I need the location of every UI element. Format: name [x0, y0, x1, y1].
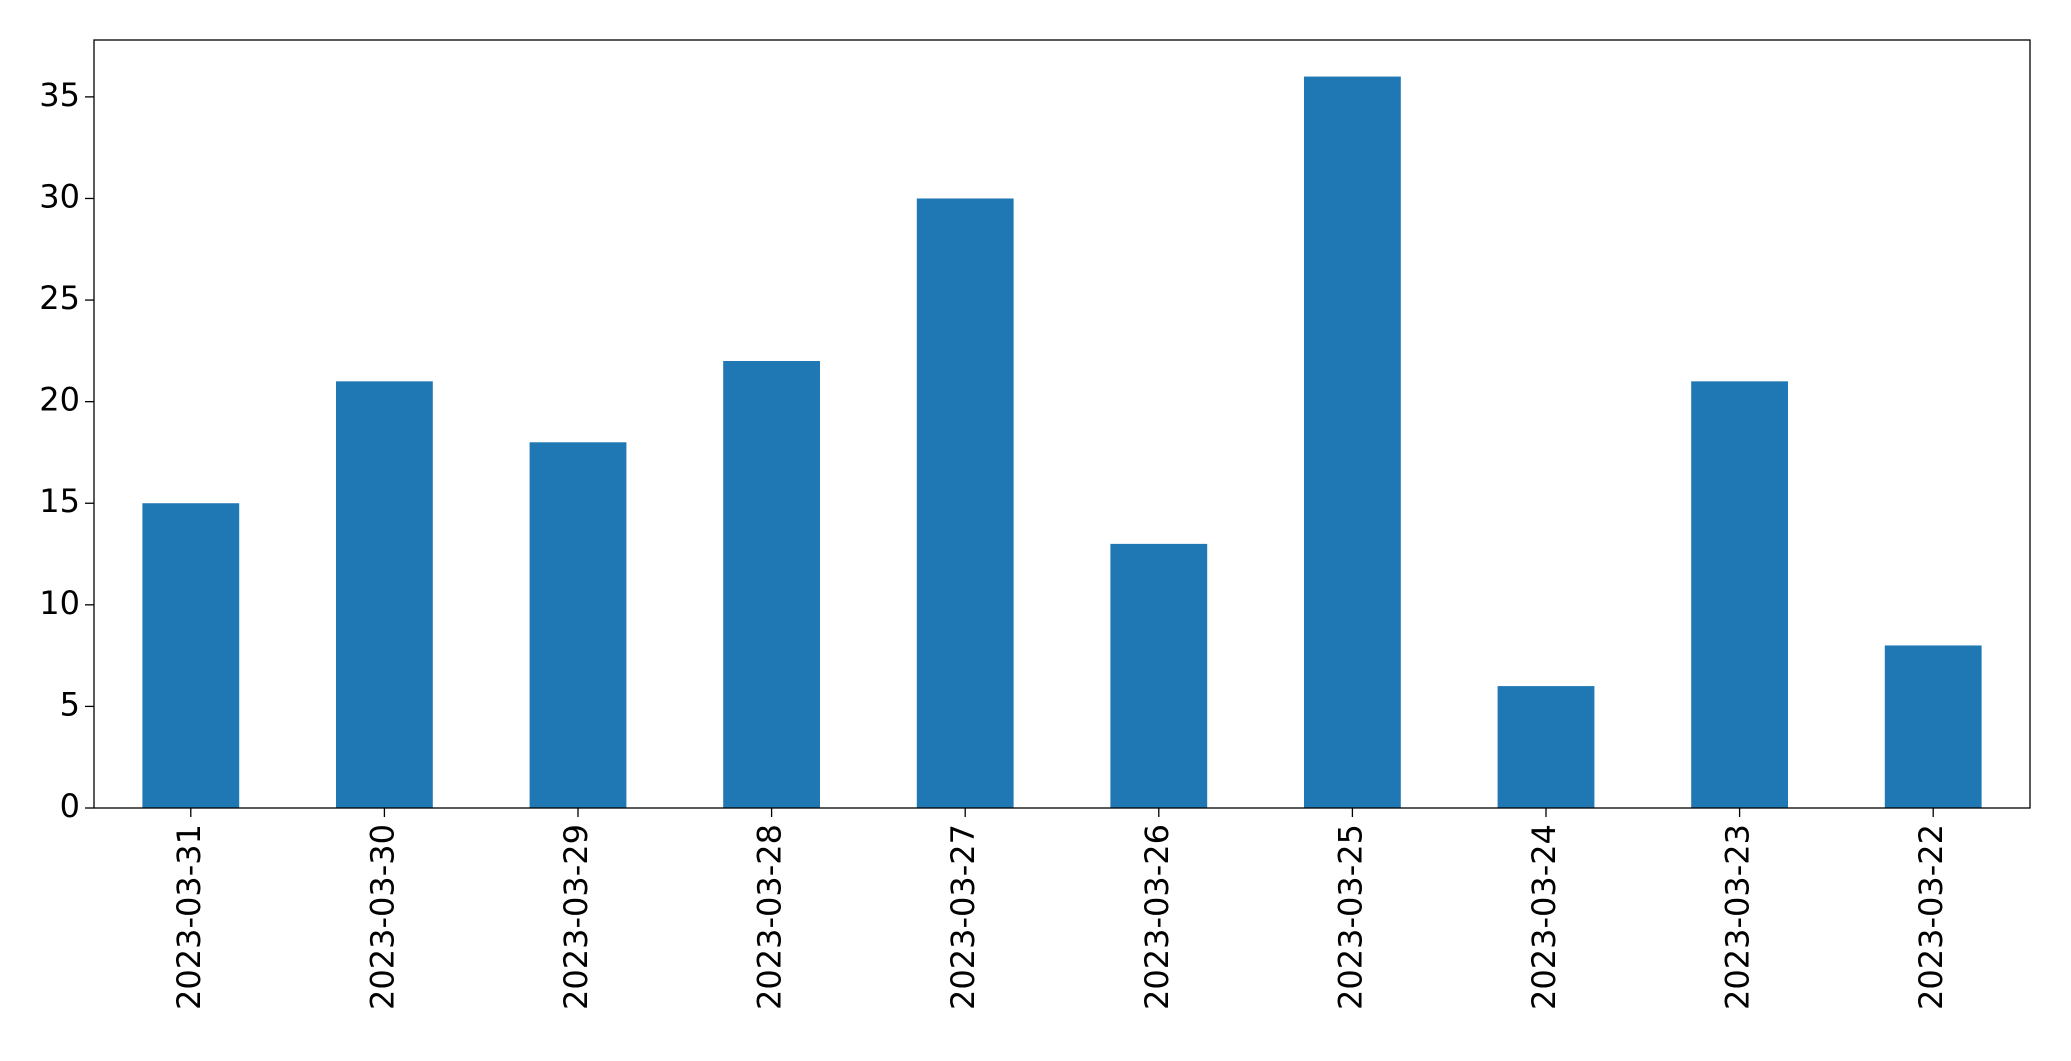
x-tick-label: 2023-03-25	[1331, 824, 1369, 1010]
y-tick-label: 25	[39, 279, 80, 317]
x-tick-label: 2023-03-30	[363, 824, 401, 1010]
bar	[1884, 645, 1982, 808]
bar	[336, 381, 433, 808]
bar	[529, 442, 627, 808]
bar	[916, 198, 1014, 808]
y-tick-label: 20	[39, 381, 80, 419]
y-tick-label: 35	[39, 76, 80, 114]
x-tick-label: 2023-03-22	[1912, 824, 1950, 1010]
bar	[1691, 381, 1788, 808]
bar	[1110, 543, 1208, 808]
x-tick-label: 2023-03-26	[1138, 824, 1176, 1010]
y-tick-label: 15	[39, 482, 80, 520]
y-tick-label: 10	[39, 584, 80, 622]
x-tick-label: 2023-03-28	[751, 824, 789, 1010]
plot-frame	[93, 39, 2031, 809]
bar	[1497, 686, 1595, 808]
x-tick-label: 2023-03-29	[557, 824, 595, 1010]
x-tick-label: 2023-03-24	[1525, 824, 1563, 1010]
bar	[1304, 76, 1401, 809]
bar	[723, 361, 820, 808]
x-tick-label: 2023-03-27	[944, 824, 982, 1010]
y-tick-label: 30	[39, 177, 80, 215]
y-tick-label: 5	[60, 685, 80, 723]
x-tick-label: 2023-03-31	[170, 824, 208, 1010]
y-tick-label: 0	[60, 787, 80, 825]
bar	[142, 503, 240, 808]
x-tick-label: 2023-03-23	[1719, 824, 1757, 1010]
